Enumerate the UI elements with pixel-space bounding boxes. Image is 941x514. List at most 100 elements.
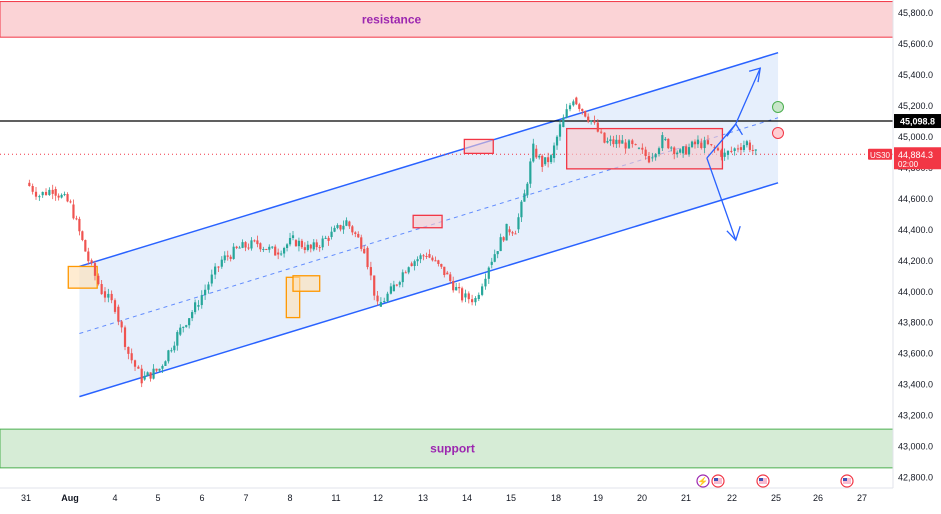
candle-body [634,144,637,146]
candle-body [363,248,366,254]
candle-body [210,274,213,284]
candle-body [93,263,97,276]
candle-body [461,288,464,301]
candle-body [612,139,615,145]
candle-body [130,353,133,361]
candle-body [568,105,572,110]
candle-body [493,254,496,262]
candle-body [565,109,568,118]
candle-body [262,249,265,251]
candle-body [291,235,295,238]
candle-body [627,140,631,149]
candle-body [431,257,434,261]
candle-body [624,142,627,149]
candle-body [713,147,716,149]
candle-body [51,189,54,194]
candle-body [690,141,694,148]
candle-body [523,193,526,202]
y-tick-label: 43,600.0 [898,349,933,359]
candle-body [170,350,173,352]
candle-body [366,247,369,268]
x-tick-label: 4 [112,493,117,503]
candle-body [312,242,315,250]
y-tick-label: 45,600.0 [898,39,933,49]
candle-body [407,267,410,273]
candle-body [587,116,590,122]
candle-body [517,217,520,230]
candle-body [477,294,480,299]
x-tick-label: 25 [771,493,781,503]
marked-level-tag [894,114,941,129]
y-tick-label: 44,600.0 [898,194,933,204]
candle-body [318,247,321,249]
candle-body [581,108,584,111]
candle-body [693,141,697,145]
candle-body [455,287,458,291]
candle-body [339,225,342,230]
candle-body [300,240,303,248]
candle-body [631,140,634,145]
candle-body [197,305,200,307]
candle-body [253,240,256,242]
candle-body [526,183,529,196]
candle-body [440,263,443,267]
candle-body [386,293,389,302]
candle-body [265,249,268,251]
support-zone [0,428,894,469]
last-price-value: 44,884.3 [898,150,933,160]
time-scale [0,488,941,509]
candle-body [667,138,670,149]
candle-body [696,139,700,145]
candle-body [182,326,185,328]
symbol-label: US30 [870,151,891,160]
candle-body [547,157,550,163]
x-tick-label: 22 [727,493,737,503]
candle-body [726,150,730,155]
candle-body [606,141,609,143]
candle-body [609,139,612,142]
candle-body [217,266,220,268]
candle-body [593,120,596,123]
candle-body [710,144,713,146]
price-scale [893,0,941,488]
candle-body [661,135,664,149]
x-tick-label: 14 [462,493,472,503]
candle-body [200,295,203,306]
y-tick-label: 45,000.0 [898,132,933,142]
candle-body [103,291,107,298]
support-label: support [430,441,475,455]
candle-body [496,251,499,255]
candle-body [437,260,440,264]
candle-body [223,255,226,261]
candle-body [416,259,419,262]
candle-body [754,149,757,151]
candle-body [143,376,146,380]
x-tick-label: 6 [199,493,204,503]
candle-body [97,275,100,285]
x-tick-label: 18 [551,493,561,503]
candle-body [369,267,372,276]
candle-body [90,260,93,264]
bullish-signal-circle [772,101,784,113]
candle-body [443,266,446,276]
candle-body [241,242,244,248]
candle-body [596,122,599,132]
candle-body [502,237,505,241]
us-flag-icon-canton [714,478,718,481]
candle-body [676,152,679,155]
projection-down-arrowhead [726,225,741,242]
candle-body [481,286,484,295]
y-tick-label: 43,400.0 [898,380,933,390]
candle-body [133,360,137,367]
candle-body [161,365,164,369]
candle-body [309,244,312,249]
y-tick-label: 45,800.0 [898,8,933,18]
candle-body [379,302,382,307]
candle-body [84,240,87,252]
y-tick-label: 44,000.0 [898,287,933,297]
candle-body [739,147,743,150]
candle-body [505,223,508,241]
candle-body [657,148,661,155]
